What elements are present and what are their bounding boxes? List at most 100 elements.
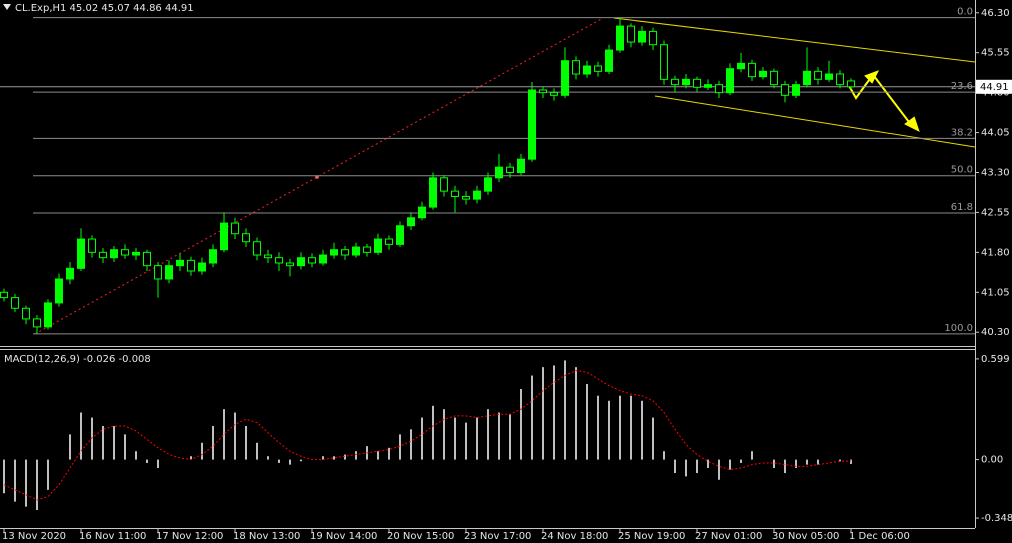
menu-icon[interactable]	[3, 4, 11, 10]
candle-body	[374, 238, 382, 253]
candle-body	[66, 267, 74, 280]
arrow-head	[904, 116, 920, 132]
candle-body	[792, 84, 800, 96]
candle-body	[231, 222, 239, 235]
candle-body	[396, 225, 404, 245]
price-tag-label: 44.91	[980, 82, 1009, 93]
candle-body	[704, 84, 712, 88]
candle-body	[110, 249, 118, 259]
y-tick-label: 41.05	[981, 287, 1010, 298]
channel-upper	[613, 17, 976, 63]
candle-body	[572, 60, 580, 75]
y-tick-label: 0.599	[981, 354, 1010, 365]
candle-body	[385, 238, 393, 245]
candle-body	[759, 70, 767, 78]
candle-body	[748, 62, 756, 78]
candle-body	[363, 246, 371, 253]
candle-body	[44, 302, 52, 328]
price-tag	[976, 79, 1012, 94]
candle-body	[77, 238, 85, 269]
candle-body	[418, 206, 426, 219]
candle-body	[814, 70, 822, 80]
candle-body	[561, 60, 569, 96]
candle-body	[165, 265, 173, 280]
candle-body	[671, 78, 679, 86]
y-tick-label: 41.80	[981, 247, 1010, 258]
fib-label: 61.8	[951, 202, 973, 213]
fib-label: 50.0	[951, 165, 973, 176]
candle-body	[88, 238, 96, 253]
candle-body	[451, 190, 459, 197]
candle-body	[154, 265, 162, 280]
candle-body	[803, 70, 811, 86]
candle-body	[33, 318, 41, 328]
candle-body	[825, 73, 833, 80]
y-tick-label: 43.30	[981, 168, 1010, 179]
x-tick-label: 19 Nov 14:00	[310, 531, 377, 542]
frame	[0, 0, 976, 529]
channel-lower	[654, 95, 976, 148]
y-tick-label: 0.00	[981, 455, 1003, 466]
x-tick-label: 25 Nov 19:00	[618, 531, 685, 542]
candle-body	[286, 262, 294, 267]
x-tick-label: 16 Nov 11:00	[79, 531, 146, 542]
candle-body	[605, 49, 613, 72]
x-tick-label: 30 Nov 05:00	[772, 531, 839, 542]
candle-body	[264, 254, 272, 259]
candle-body	[220, 222, 228, 251]
signal-line	[3, 369, 852, 501]
candle-body	[121, 249, 129, 256]
candle-body	[484, 177, 492, 192]
y-tick-label: 40.30	[981, 327, 1010, 338]
candle-body	[319, 254, 327, 264]
candle-body	[440, 177, 448, 192]
candle-body	[297, 257, 305, 267]
candle-body	[726, 68, 734, 94]
indicator-title: MACD(12,26,9) -0.026 -0.008	[4, 354, 151, 365]
candle-body	[583, 65, 591, 75]
candle-body	[253, 241, 261, 256]
candle-body	[11, 297, 19, 309]
candle-body	[693, 78, 701, 88]
forecast-arrows	[847, 70, 920, 132]
candle-body	[341, 249, 349, 256]
candle-body	[473, 190, 481, 200]
y-tick-label: 46.30	[981, 8, 1010, 19]
y-tick-label: 42.55	[981, 207, 1010, 218]
candle-body	[187, 259, 195, 272]
x-tick-label: 24 Nov 18:00	[541, 531, 608, 542]
candle-body	[242, 233, 250, 243]
candle-body	[55, 278, 63, 304]
y-tick-label: 44.05	[981, 128, 1010, 139]
candle-body	[781, 84, 789, 96]
candle-body	[99, 251, 107, 259]
candle-body	[715, 84, 723, 94]
candle-body	[495, 166, 503, 179]
candle-body	[176, 259, 184, 267]
candle-body	[649, 30, 657, 46]
candle-body	[836, 73, 844, 86]
candle-body	[550, 92, 558, 96]
candle-body	[0, 291, 8, 299]
arrow-head	[864, 70, 880, 84]
candle-body	[737, 62, 745, 70]
candle-body	[275, 257, 283, 264]
candle-body	[506, 166, 514, 173]
fib-label: 100.0	[944, 323, 973, 334]
channel	[613, 17, 976, 148]
candle-body	[616, 25, 624, 51]
chart-title: CL.Exp,H1 45.02 45.07 44.86 44.91	[15, 3, 194, 14]
candle-body	[638, 30, 646, 43]
fib-label: 0.0	[957, 7, 973, 18]
candle-body	[528, 89, 536, 160]
fib-label: 38.2	[951, 127, 973, 138]
candle-body	[539, 89, 547, 94]
x-tick-label: 20 Nov 15:00	[387, 531, 454, 542]
candle-body	[407, 217, 415, 227]
candle-body	[682, 78, 690, 86]
arrow-path	[873, 75, 913, 127]
candle-body	[660, 44, 668, 80]
candle-body	[429, 177, 437, 208]
